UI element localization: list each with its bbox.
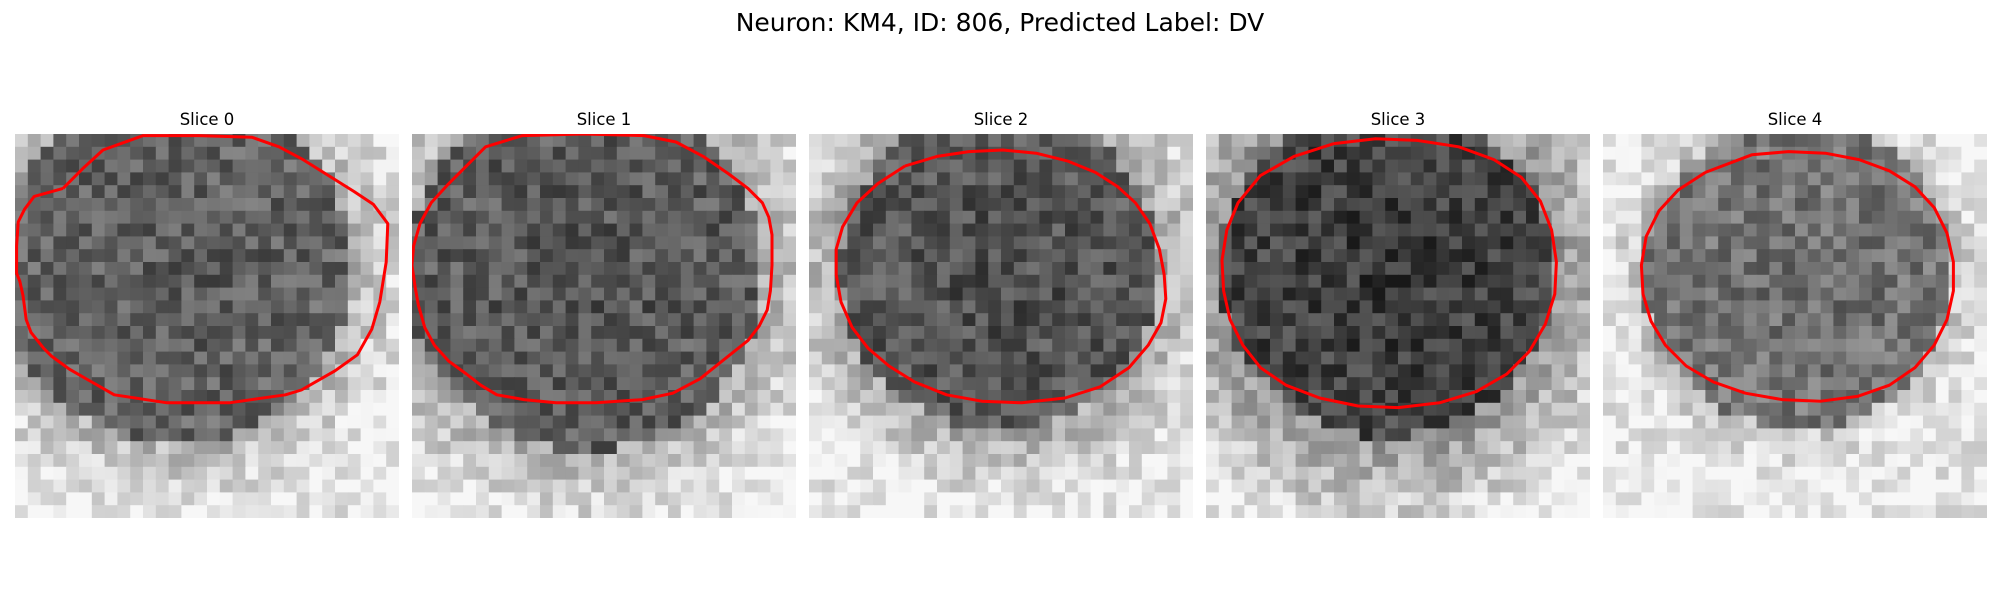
slice-title: Slice 2 [973, 110, 1029, 129]
slice-panel-4: Slice 4 [1603, 110, 1987, 518]
slice-panel-2: Slice 2 [809, 110, 1193, 518]
slice-title: Slice 0 [179, 110, 235, 129]
slice-panel-0: Slice 0 [15, 110, 399, 518]
slice-panel-3: Slice 3 [1206, 110, 1590, 518]
segmentation-contour [412, 134, 774, 405]
slice-image [1603, 134, 1987, 518]
segmentation-contour [1220, 137, 1558, 410]
figure-title: Neuron: KM4, ID: 806, Predicted Label: D… [735, 8, 1265, 37]
slice-image [15, 134, 399, 518]
slice-title: Slice 3 [1370, 110, 1426, 129]
segmentation-contour [15, 134, 390, 405]
slice-image [412, 134, 796, 518]
slice-panel-1: Slice 1 [412, 110, 796, 518]
slice-title: Slice 1 [576, 110, 632, 129]
slice-image [809, 134, 1193, 518]
slice-title: Slice 4 [1767, 110, 1823, 129]
segmentation-contour [1639, 150, 1955, 403]
segmentation-contour [834, 148, 1168, 405]
slice-image [1206, 134, 1590, 518]
